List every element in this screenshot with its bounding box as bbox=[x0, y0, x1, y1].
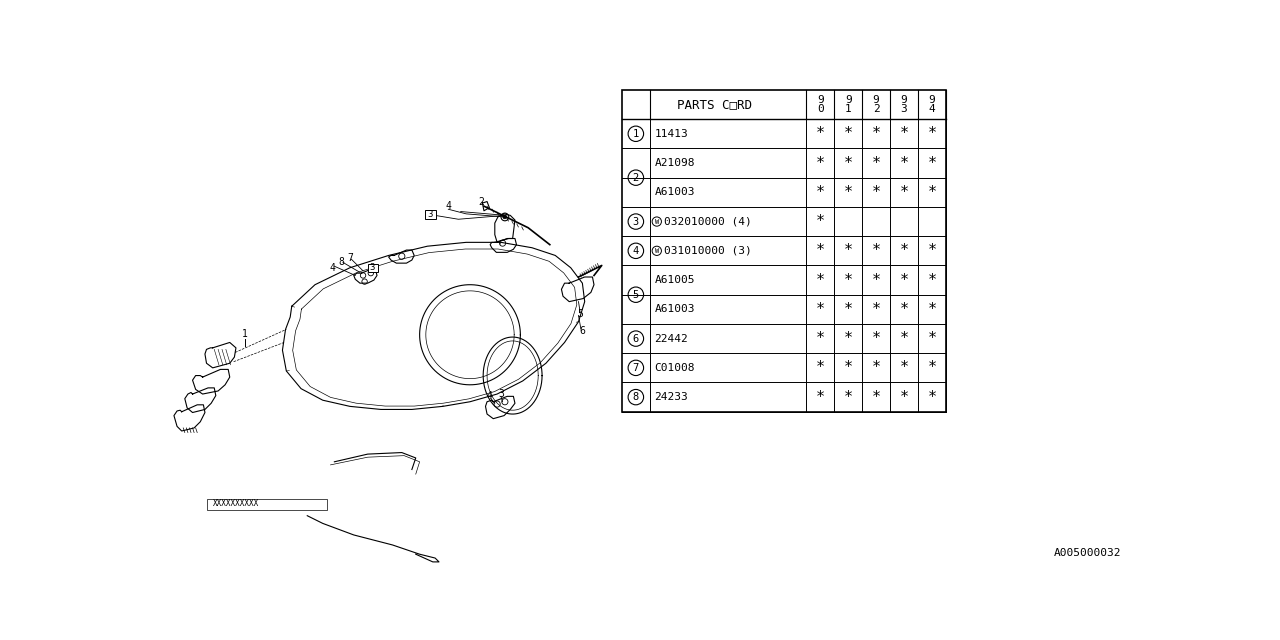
Text: XXXXXXXXXX: XXXXXXXXXX bbox=[212, 499, 259, 508]
Text: *: * bbox=[844, 360, 852, 375]
Text: *: * bbox=[815, 243, 824, 259]
Text: 1: 1 bbox=[632, 129, 639, 139]
Text: *: * bbox=[927, 390, 937, 404]
Text: *: * bbox=[900, 243, 909, 259]
Text: *: * bbox=[815, 302, 824, 317]
Text: A61003: A61003 bbox=[654, 305, 695, 314]
Text: 3: 3 bbox=[370, 263, 375, 272]
Text: *: * bbox=[900, 273, 909, 287]
Text: *: * bbox=[900, 126, 909, 141]
Text: 3: 3 bbox=[632, 216, 639, 227]
Text: W: W bbox=[654, 218, 659, 225]
Text: *: * bbox=[815, 126, 824, 141]
Text: 9
1: 9 1 bbox=[845, 95, 851, 114]
Text: 9
3: 9 3 bbox=[901, 95, 908, 114]
Text: *: * bbox=[927, 156, 937, 170]
Text: *: * bbox=[872, 273, 881, 287]
Text: 3: 3 bbox=[428, 210, 433, 219]
Text: *: * bbox=[900, 185, 909, 200]
Text: W: W bbox=[654, 248, 659, 254]
Text: 2: 2 bbox=[479, 196, 485, 207]
Text: *: * bbox=[844, 156, 852, 170]
Text: *: * bbox=[815, 360, 824, 375]
Text: 5: 5 bbox=[577, 309, 582, 319]
Text: *: * bbox=[844, 185, 852, 200]
Text: 4: 4 bbox=[486, 391, 493, 401]
Text: 031010000 (3): 031010000 (3) bbox=[664, 246, 751, 256]
Text: C01008: C01008 bbox=[654, 363, 695, 373]
Text: *: * bbox=[900, 390, 909, 404]
Text: *: * bbox=[900, 360, 909, 375]
Text: *: * bbox=[927, 360, 937, 375]
Bar bbox=[206, 499, 326, 509]
Text: 1: 1 bbox=[242, 329, 248, 339]
Bar bbox=[622, 90, 946, 412]
Text: *: * bbox=[815, 156, 824, 170]
Text: *: * bbox=[927, 243, 937, 259]
Bar bbox=[367, 264, 378, 273]
Text: *: * bbox=[815, 331, 824, 346]
Text: *: * bbox=[927, 302, 937, 317]
Text: PARTS C□RD: PARTS C□RD bbox=[677, 98, 751, 111]
Text: 24233: 24233 bbox=[654, 392, 689, 402]
Text: *: * bbox=[844, 331, 852, 346]
Text: 4: 4 bbox=[330, 263, 335, 273]
Text: 7: 7 bbox=[347, 253, 353, 263]
Text: 8: 8 bbox=[632, 392, 639, 402]
Text: *: * bbox=[927, 185, 937, 200]
Text: 22442: 22442 bbox=[654, 333, 689, 344]
Text: *: * bbox=[844, 243, 852, 259]
Text: 6: 6 bbox=[632, 333, 639, 344]
Text: 032010000 (4): 032010000 (4) bbox=[664, 216, 751, 227]
Text: *: * bbox=[900, 302, 909, 317]
Text: *: * bbox=[844, 273, 852, 287]
Text: 9
0: 9 0 bbox=[817, 95, 823, 114]
Text: 9
2: 9 2 bbox=[873, 95, 879, 114]
Text: *: * bbox=[872, 156, 881, 170]
Text: A21098: A21098 bbox=[654, 158, 695, 168]
Text: 4: 4 bbox=[445, 201, 452, 211]
Text: 9
4: 9 4 bbox=[928, 95, 936, 114]
Text: *: * bbox=[927, 273, 937, 287]
Text: *: * bbox=[872, 185, 881, 200]
Text: *: * bbox=[872, 390, 881, 404]
Text: 7: 7 bbox=[632, 363, 639, 373]
Text: *: * bbox=[872, 302, 881, 317]
Text: 5: 5 bbox=[632, 290, 639, 300]
Text: A61003: A61003 bbox=[654, 188, 695, 197]
Text: *: * bbox=[844, 302, 852, 317]
Text: A005000032: A005000032 bbox=[1053, 548, 1121, 558]
Text: 2: 2 bbox=[632, 173, 639, 182]
Text: *: * bbox=[844, 390, 852, 404]
Text: *: * bbox=[872, 243, 881, 259]
Text: *: * bbox=[872, 126, 881, 141]
Text: *: * bbox=[815, 185, 824, 200]
Text: *: * bbox=[815, 214, 824, 229]
Bar bbox=[425, 210, 436, 220]
Text: 3: 3 bbox=[498, 389, 504, 399]
Text: 4: 4 bbox=[632, 246, 639, 256]
Circle shape bbox=[503, 215, 507, 219]
Text: *: * bbox=[927, 331, 937, 346]
Text: 11413: 11413 bbox=[654, 129, 689, 139]
Text: *: * bbox=[900, 156, 909, 170]
Text: *: * bbox=[815, 273, 824, 287]
Text: *: * bbox=[815, 390, 824, 404]
Text: *: * bbox=[872, 331, 881, 346]
Text: *: * bbox=[872, 360, 881, 375]
Text: *: * bbox=[900, 331, 909, 346]
Text: 6: 6 bbox=[580, 326, 585, 336]
Text: 8: 8 bbox=[338, 257, 344, 267]
Text: *: * bbox=[844, 126, 852, 141]
Text: *: * bbox=[927, 126, 937, 141]
Text: A61005: A61005 bbox=[654, 275, 695, 285]
